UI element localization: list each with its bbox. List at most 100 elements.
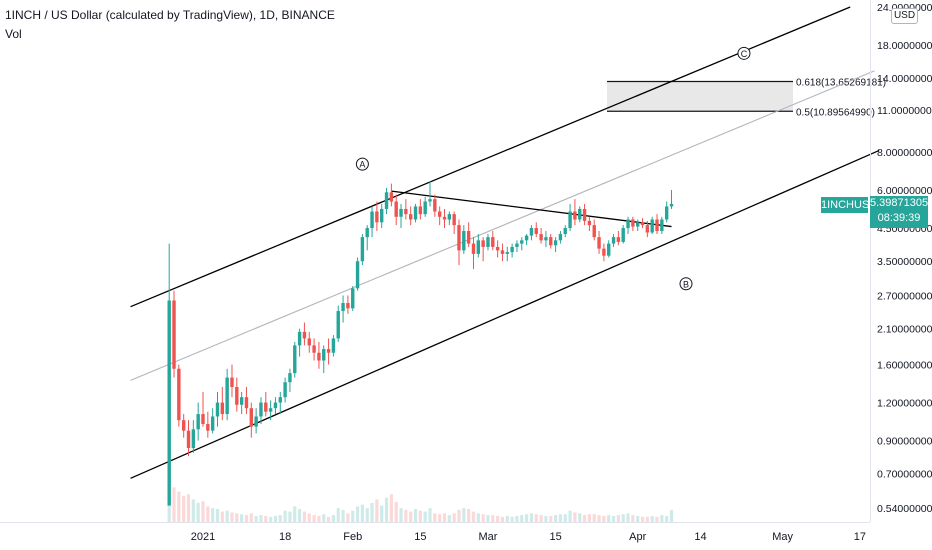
volume-bar <box>428 508 432 522</box>
volume-bar <box>389 494 393 522</box>
candle-body <box>288 373 292 383</box>
volume-bar <box>578 513 582 522</box>
channel-mid-line <box>130 70 875 381</box>
volume-bar <box>235 513 239 522</box>
candle-body <box>524 235 529 241</box>
volume-bar <box>534 514 538 522</box>
time-axis-tick: 15 <box>549 531 561 543</box>
candle-body <box>249 408 253 427</box>
candle-body <box>375 211 379 223</box>
time-axis-tick: May <box>772 531 793 543</box>
candle-body <box>563 228 567 235</box>
currency-badge[interactable]: USD <box>891 8 918 24</box>
price-axis-tick: 6.00000000 <box>877 185 932 197</box>
fib-label-05: 0.5(10.89564990) <box>796 107 875 118</box>
volume-bar <box>510 516 514 522</box>
candle-body <box>167 300 171 506</box>
volume-bar <box>655 516 659 522</box>
volume-bar <box>452 513 456 522</box>
volume-bar <box>191 499 195 522</box>
candle-body <box>307 338 311 346</box>
candle-body <box>365 228 369 238</box>
volume-bar <box>568 510 572 522</box>
candle-body <box>616 237 621 242</box>
volume-bar <box>539 515 543 522</box>
candle-body <box>346 303 350 309</box>
volume-bar <box>394 502 398 522</box>
volume-bar <box>322 514 326 522</box>
volume-bar <box>621 514 625 522</box>
volume-bar <box>544 515 548 522</box>
volume-bar <box>582 515 587 522</box>
candle-body <box>404 208 408 215</box>
channel-upper-line <box>130 6 851 308</box>
candle-body <box>553 240 558 246</box>
wave-label-B: B <box>683 279 689 289</box>
volume-bar <box>370 502 374 522</box>
candle-body <box>336 311 340 339</box>
candle-body <box>457 225 461 251</box>
volume-bar <box>177 491 181 522</box>
volume-bar <box>660 515 664 522</box>
volume-bar <box>273 515 278 522</box>
candle-body <box>297 331 302 346</box>
candle-body <box>640 222 645 226</box>
volume-bar <box>365 508 369 522</box>
volume-label: Vol <box>5 27 22 41</box>
volume-bar <box>307 513 311 522</box>
volume-bar <box>418 510 422 522</box>
candle-body <box>558 234 563 241</box>
price-axis-tick: 1.20000000 <box>877 398 932 410</box>
candle-body <box>317 352 321 361</box>
volume-bar <box>384 497 389 522</box>
candle-body <box>587 220 592 226</box>
candle-body <box>394 201 398 217</box>
candle-body <box>215 402 220 417</box>
volume-bar <box>220 511 224 522</box>
candle-body <box>283 382 287 398</box>
candle-body <box>326 349 331 353</box>
candle-body <box>481 240 485 247</box>
candle-body <box>471 243 476 254</box>
volume-bar <box>457 509 461 522</box>
volume-bar <box>404 509 408 522</box>
volume-bar <box>626 513 630 522</box>
volume-bar <box>553 515 558 522</box>
time-axis-separator <box>0 522 870 523</box>
volume-bar <box>636 515 640 522</box>
candle-body <box>181 420 186 431</box>
volume-bar <box>346 513 350 522</box>
candle-body <box>239 397 244 405</box>
volume-bar <box>293 506 297 522</box>
candle-body <box>428 199 432 202</box>
volume-bar <box>283 510 287 522</box>
candle-body <box>259 402 263 417</box>
candle-body <box>515 243 519 247</box>
candlesticks <box>167 181 674 506</box>
volume-bar <box>433 513 437 522</box>
volume-bar <box>375 499 379 522</box>
volume-bar <box>462 508 466 522</box>
volume-bar <box>206 506 210 522</box>
volume-bar <box>186 494 191 522</box>
volume-bar <box>549 515 553 522</box>
price-axis-tick: 0.70000000 <box>877 469 932 481</box>
volume-bar <box>563 514 567 522</box>
candle-body <box>355 261 360 289</box>
volume-bar <box>201 501 205 522</box>
volume-bar <box>409 511 413 522</box>
candle-body <box>655 219 659 232</box>
candle-body <box>476 240 481 254</box>
fib-label-0618: 0.618(13.65269181) <box>796 77 886 88</box>
wave-label-A: A <box>359 160 365 170</box>
candle-body <box>384 192 389 209</box>
candle-body <box>220 402 225 415</box>
candle-body <box>534 228 538 235</box>
last-price-box: 5.39871305 08:39:39 <box>870 196 928 228</box>
candle-body <box>510 246 514 253</box>
volume-bar <box>481 514 485 522</box>
candle-body <box>268 408 273 412</box>
candle-body <box>539 234 543 241</box>
volume-bar <box>640 516 645 522</box>
